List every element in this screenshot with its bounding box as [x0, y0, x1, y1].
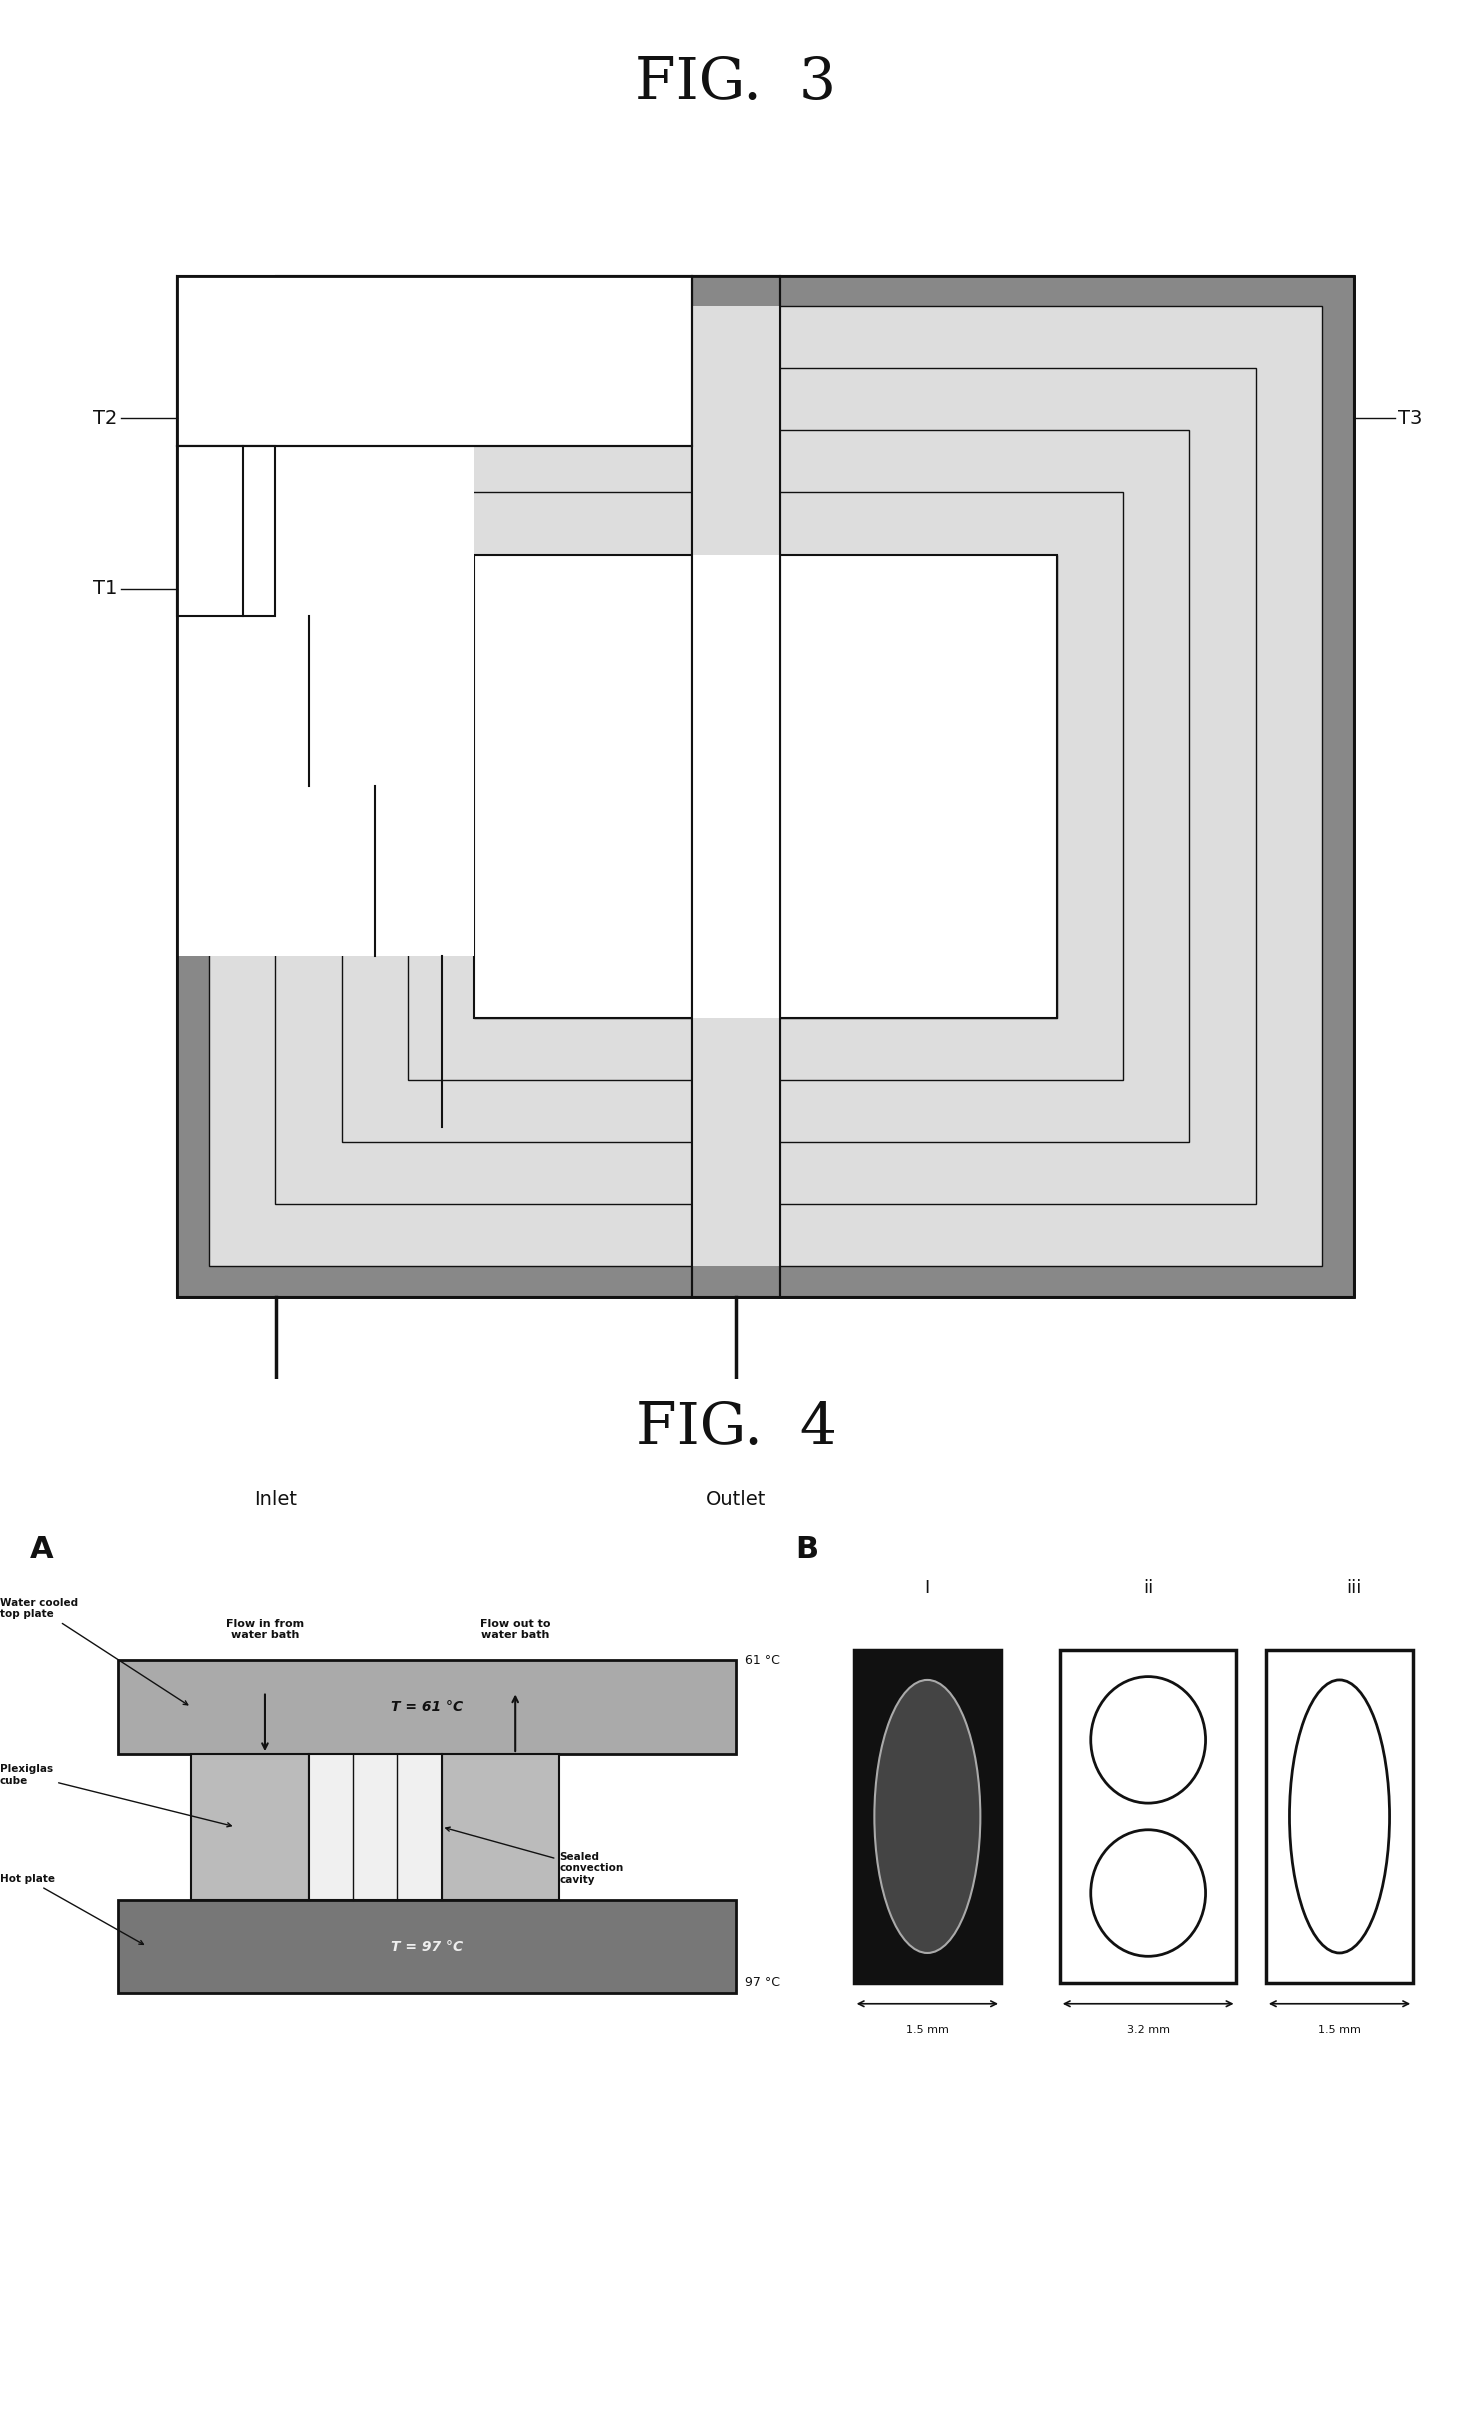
- Text: 3.2 mm: 3.2 mm: [1126, 2026, 1170, 2035]
- Bar: [442, 525, 1089, 1048]
- Text: FIG.  3: FIG. 3: [636, 56, 836, 111]
- Bar: [118, 1900, 736, 1994]
- Text: FIG.  4: FIG. 4: [636, 1401, 836, 1457]
- Bar: [177, 431, 474, 956]
- Bar: [243, 339, 1288, 1234]
- Bar: [692, 491, 780, 1079]
- Bar: [692, 431, 780, 1142]
- Bar: [177, 276, 1354, 1297]
- Text: T2: T2: [93, 409, 118, 428]
- Bar: [442, 1754, 559, 1900]
- Text: Hot plate: Hot plate: [0, 1873, 143, 1943]
- Text: Plexiglas
cube: Plexiglas cube: [0, 1764, 231, 1827]
- Ellipse shape: [1289, 1679, 1390, 1953]
- Ellipse shape: [1091, 1830, 1206, 1955]
- Bar: [118, 1660, 736, 1754]
- Text: T3: T3: [1398, 409, 1423, 428]
- Bar: [177, 244, 275, 445]
- Bar: [474, 554, 1057, 1019]
- Text: Sealed
convection
cavity: Sealed convection cavity: [446, 1827, 624, 1885]
- Bar: [342, 431, 1189, 1142]
- Bar: [1266, 1650, 1413, 1982]
- Bar: [177, 370, 408, 786]
- Ellipse shape: [874, 1679, 980, 1953]
- Bar: [209, 307, 1322, 1266]
- Bar: [692, 307, 780, 1266]
- Text: Inlet: Inlet: [255, 1491, 297, 1508]
- Bar: [275, 368, 1256, 1205]
- Bar: [177, 276, 1354, 1297]
- Ellipse shape: [1091, 1677, 1206, 1803]
- Bar: [1060, 1650, 1236, 1982]
- Bar: [692, 368, 780, 1205]
- Text: ii: ii: [1144, 1578, 1153, 1597]
- Bar: [474, 554, 1057, 1019]
- Bar: [177, 307, 342, 617]
- Text: 61 °C: 61 °C: [745, 1653, 780, 1667]
- Text: 97 °C: 97 °C: [745, 1977, 780, 1989]
- Bar: [408, 491, 1123, 1079]
- Text: Flow out to
water bath: Flow out to water bath: [480, 1619, 551, 1641]
- Text: iii: iii: [1347, 1578, 1362, 1597]
- Text: 1.5 mm: 1.5 mm: [905, 2026, 949, 2035]
- Text: T1: T1: [93, 578, 118, 598]
- Bar: [692, 554, 780, 1019]
- Bar: [191, 1754, 309, 1900]
- Bar: [309, 399, 1222, 1174]
- Text: Water cooled
top plate: Water cooled top plate: [0, 1597, 188, 1704]
- Bar: [692, 276, 780, 1297]
- Text: I: I: [924, 1578, 930, 1597]
- Text: T = 97 °C: T = 97 °C: [392, 1938, 462, 1953]
- Bar: [177, 445, 275, 617]
- Text: T = 61 °C: T = 61 °C: [392, 1701, 462, 1713]
- Bar: [177, 276, 692, 445]
- Bar: [309, 1754, 442, 1900]
- Text: A: A: [29, 1537, 53, 1563]
- Bar: [692, 554, 780, 1019]
- Text: B: B: [795, 1537, 818, 1563]
- Bar: [854, 1650, 1001, 1982]
- Text: 1.5 mm: 1.5 mm: [1317, 2026, 1362, 2035]
- Text: Outlet: Outlet: [705, 1491, 767, 1508]
- Bar: [375, 462, 1156, 1111]
- Text: Flow in from
water bath: Flow in from water bath: [225, 1619, 305, 1641]
